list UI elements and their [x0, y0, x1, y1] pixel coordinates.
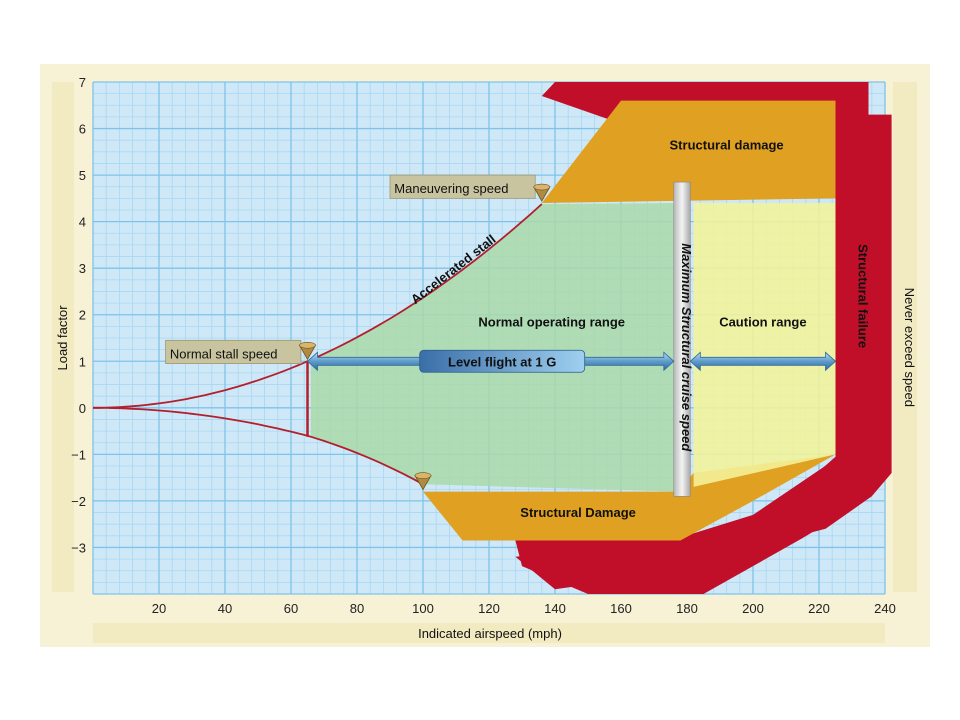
x-tick-20: 20 — [152, 601, 166, 616]
x-tick-220: 220 — [808, 601, 830, 616]
y-axis-label: Load factor — [55, 305, 70, 371]
level-flight-pill — [419, 349, 586, 373]
normal-stall-speed-box — [165, 339, 302, 364]
y-tick-5: 5 — [79, 168, 86, 183]
x-axis-label: Indicated airspeed (mph) — [418, 626, 562, 641]
y-tick--2: −2 — [71, 494, 86, 509]
y-tick-2: 2 — [79, 308, 86, 323]
y-tick-6: 6 — [79, 122, 86, 137]
structural-failure-bottom-region — [515, 456, 872, 594]
max-structural-cruise-speed-label: Maximum Structural cruise speed — [679, 243, 694, 452]
structural-damage-top-region — [541, 100, 836, 203]
x-tick-80: 80 — [350, 601, 364, 616]
y-tick-labels: −3 −2 −1 0 1 2 3 4 5 6 7 — [71, 75, 86, 555]
caution-range-region — [693, 203, 836, 487]
x-tick-180: 180 — [676, 601, 698, 616]
level-flight-label: Level flight at 1 G — [448, 354, 556, 369]
y-tick-1: 1 — [79, 354, 86, 369]
accelerated-stall-curve-negative — [93, 406, 424, 486]
x-tick-200: 200 — [742, 601, 764, 616]
x-tick-40: 40 — [218, 601, 232, 616]
speed-markers — [298, 183, 551, 491]
level-flight-arrow-caution — [689, 351, 837, 372]
never-exceed-speed-label: Never exceed speed — [902, 288, 917, 407]
x-tick-labels: 20 40 60 80 100 120 140 160 180 200 220 240 — [152, 601, 896, 616]
ylabel-strip — [52, 82, 74, 592]
caution-range-label: Caution range — [719, 314, 806, 329]
normal-operating-range-label: Normal operating range — [478, 314, 625, 329]
y-tick-0: 0 — [79, 401, 86, 416]
y-tick--1: −1 — [71, 447, 86, 462]
x-tick-60: 60 — [284, 601, 298, 616]
structural-damage-bottom-label: Structural Damage — [520, 505, 636, 520]
max-structural-cruise-speed-bar — [673, 181, 691, 497]
speed-marker-top-2 — [414, 472, 432, 479]
x-tick-140: 140 — [544, 601, 566, 616]
y-tick-3: 3 — [79, 261, 86, 276]
y-tick-7: 7 — [79, 75, 86, 90]
x-tick-120: 120 — [478, 601, 500, 616]
x-tick-240: 240 — [874, 601, 896, 616]
right-strip — [893, 82, 917, 592]
x-tick-100: 100 — [412, 601, 434, 616]
speed-marker-top-0 — [299, 341, 316, 349]
normal-operating-region — [310, 203, 678, 492]
x-tick-160: 160 — [610, 601, 632, 616]
normal-stall-speed-label: Normal stall speed — [170, 346, 278, 361]
speed-marker-top-1 — [533, 183, 551, 191]
structural-failure-label: Structural failure — [856, 244, 871, 348]
y-tick--3: −3 — [71, 540, 86, 555]
y-tick-4: 4 — [79, 215, 86, 230]
structural-failure-region — [515, 82, 892, 590]
xlabel-strip — [93, 623, 885, 643]
structural-damage-top-label: Structural damage — [670, 137, 784, 152]
maneuvering-speed-label: Maneuvering speed — [394, 181, 508, 196]
